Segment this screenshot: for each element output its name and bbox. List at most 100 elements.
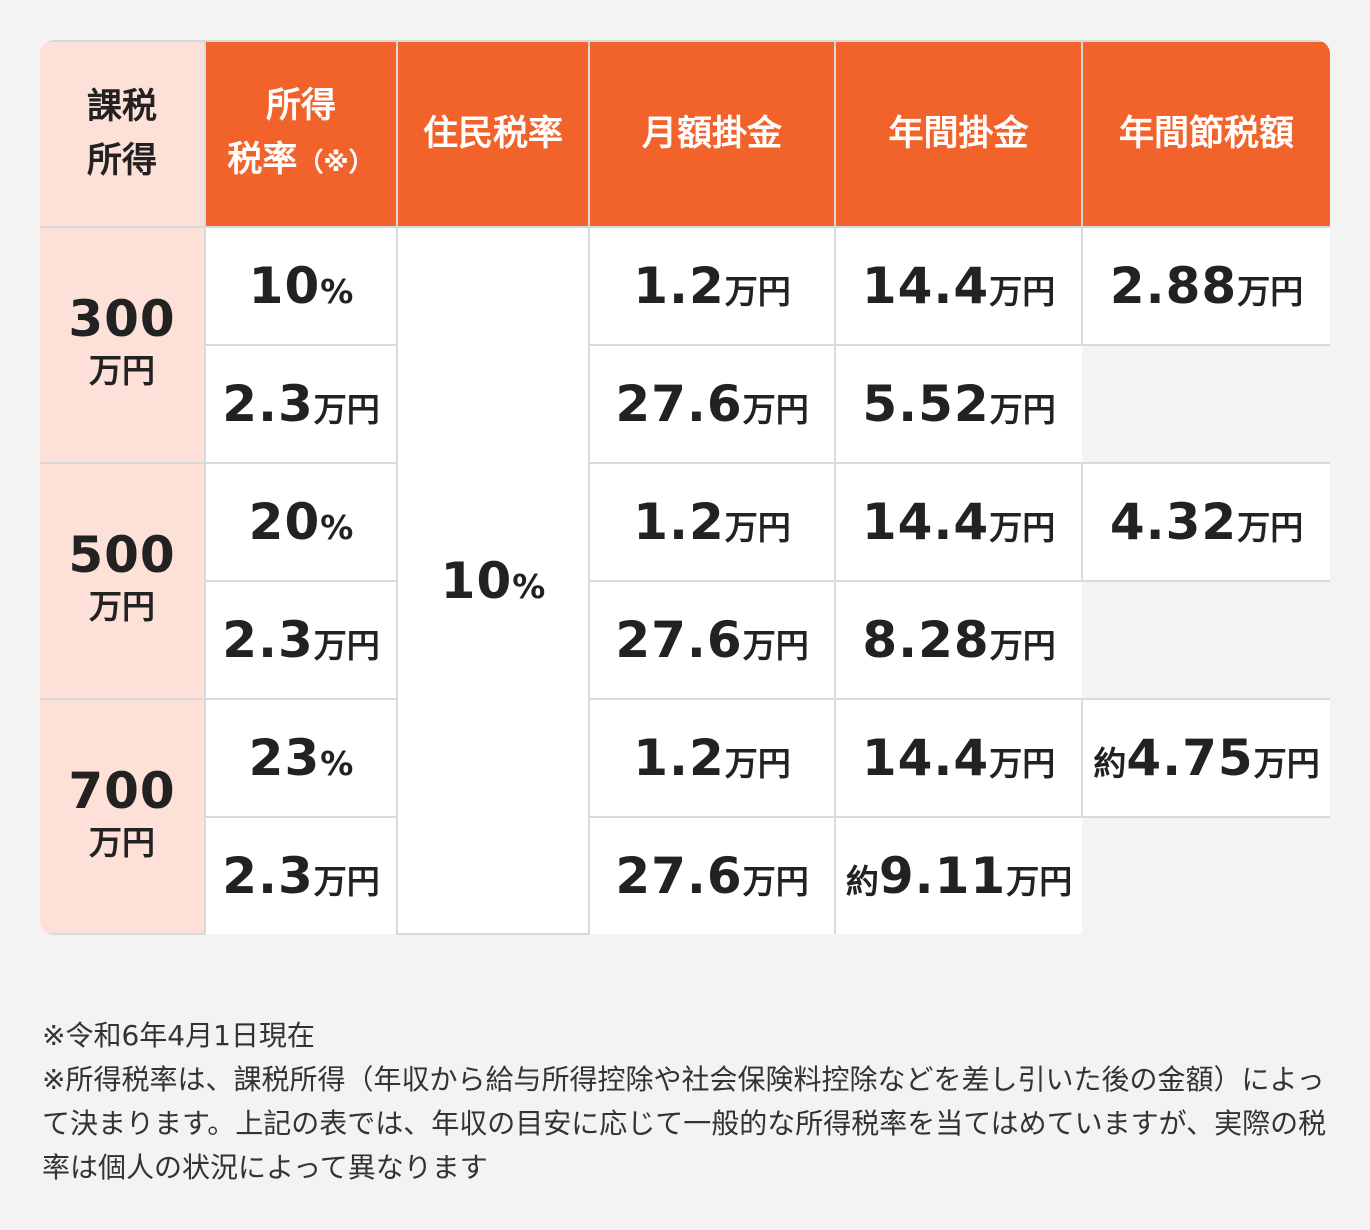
notes: ※令和6年4月1日現在 ※所得税率は、課税所得（年収から給与所得控除や社会保険料控… — [42, 1014, 1337, 1190]
number: 4.32 — [1109, 493, 1238, 551]
value-cell: 約9.11万円 — [834, 816, 1082, 934]
number: 14.4 — [861, 257, 990, 315]
income-unit: 万円 — [89, 351, 155, 390]
number: 14.4 — [861, 493, 990, 551]
number: 1.2 — [633, 729, 725, 787]
number: 2.3 — [222, 611, 314, 669]
unit: 万円 — [724, 508, 791, 547]
income-unit: 万円 — [89, 822, 155, 862]
number: 2.88 — [1109, 257, 1238, 315]
value-cell: 1.2万円 — [588, 226, 836, 346]
unit: % — [320, 272, 354, 311]
header-text: 年間掛金 — [888, 114, 1029, 154]
number: 1.2 — [633, 257, 725, 315]
number: 2.3 — [222, 847, 314, 905]
number: 1.2 — [633, 493, 725, 551]
unit: 万円 — [313, 862, 380, 901]
note: ※令和6年4月1日現在 — [42, 1019, 315, 1052]
table-container: 課税 所得 所得 税率（※） 住民税率 月額掛金 年間掛金 年間節税額 300 万円 10% 10% 1… — [40, 40, 1330, 935]
header-cell: 所得税率（※） — [204, 40, 398, 228]
value-cell: 4.32万円 — [1081, 462, 1330, 582]
value-cell: 2.3万円 — [204, 580, 398, 700]
header-text: 所得 — [265, 85, 336, 126]
unit: 万円 — [742, 862, 809, 901]
value-cell: 20% — [204, 462, 398, 582]
note: ※所得税率は、課税所得（年収から給与所得控除や社会保険料控除などを差し引いた後の… — [42, 1063, 1327, 1184]
unit: 万円 — [989, 390, 1056, 429]
value-cell: 27.6万円 — [588, 580, 836, 700]
number: 10 — [440, 551, 513, 610]
value-cell: 5.52万円 — [834, 344, 1082, 464]
value-cell: 14.4万円 — [834, 698, 1083, 818]
header-cell: 住民税率 — [396, 40, 590, 228]
tax-table: 課税 所得 所得 税率（※） 住民税率 月額掛金 年間掛金 年間節税額 300 万円 10% 10% 1… — [40, 40, 1330, 935]
value-cell: 2.3万円 — [204, 344, 398, 464]
unit: 万円 — [989, 744, 1056, 783]
unit: % — [320, 508, 354, 547]
header-text: 課税 — [86, 87, 157, 127]
prefix: 約 — [1093, 744, 1127, 783]
value-cell: 23% — [204, 698, 398, 818]
income-cell: 700 万円 — [40, 698, 206, 935]
number: 27.6 — [615, 375, 743, 433]
value-cell: 27.6万円 — [588, 816, 836, 934]
number: 27.6 — [615, 611, 743, 669]
number: 10 — [248, 257, 321, 315]
header-cell: 年間節税額 — [1081, 40, 1330, 228]
value-cell: 27.6万円 — [588, 344, 836, 464]
body-row: 700 万円 23% 1.2万円 14.4万円 約4.75万円 — [40, 698, 1330, 935]
body-row: 2.3万円 27.6万円 5.52万円 — [40, 344, 1330, 464]
number: 8.28 — [862, 611, 990, 669]
unit: 万円 — [724, 272, 791, 311]
unit: 万円 — [742, 626, 809, 665]
value-cell: 2.88万円 — [1081, 226, 1330, 346]
unit: 万円 — [1253, 744, 1320, 783]
income-unit: 万円 — [89, 587, 155, 626]
number: 20 — [248, 493, 321, 551]
body-row: 500 万円 20% 1.2万円 14.4万円 4.32万円 — [40, 462, 1330, 700]
header-note: （※） — [297, 147, 375, 178]
header-cell: 課税 所得 — [40, 40, 206, 228]
value-cell: 約4.75万円 — [1081, 698, 1330, 818]
value-cell: 2.3万円 — [204, 816, 398, 934]
unit: 万円 — [313, 390, 380, 429]
unit: 万円 — [1006, 862, 1073, 901]
unit: 万円 — [724, 744, 791, 783]
unit: % — [320, 744, 354, 783]
value-cell: 1.2万円 — [588, 462, 836, 582]
income-cell: 500 万円 — [40, 462, 206, 700]
value-cell: 14.4万円 — [834, 462, 1083, 582]
header-text: 住民税率 — [422, 114, 563, 154]
header-row: 課税 所得 所得 税率（※） 住民税率 月額掛金 年間掛金 年間節税額 — [40, 40, 1330, 228]
income-number: 700 — [68, 761, 176, 820]
header-cell: 月額掛金 — [588, 40, 836, 228]
unit: % — [512, 566, 546, 606]
unit: 万円 — [989, 508, 1056, 547]
number: 4.75 — [1126, 729, 1254, 787]
unit: 万円 — [989, 272, 1056, 311]
number: 5.52 — [862, 375, 990, 433]
unit: 万円 — [313, 626, 380, 665]
value-cell: 14.4万円 — [834, 226, 1083, 346]
header-text: 月額掛金 — [641, 114, 782, 154]
header-cell: 年間掛金 — [834, 40, 1083, 228]
income-number: 500 — [68, 526, 176, 584]
unit: 万円 — [1237, 272, 1304, 311]
number: 2.3 — [222, 375, 314, 433]
number: 9.11 — [878, 847, 1007, 905]
number: 23 — [248, 729, 321, 787]
value-cell: 1.2万円 — [588, 698, 836, 818]
header-text: 税率 — [227, 139, 298, 180]
income-cell: 300 万円 — [40, 226, 206, 464]
header-text: 所得 — [86, 141, 157, 181]
header-text: 年間節税額 — [1118, 114, 1294, 154]
unit: 万円 — [989, 626, 1056, 665]
body-row: 2.3万円 27.6万円 約9.11万円 — [40, 816, 1330, 934]
unit: 万円 — [742, 390, 809, 429]
number: 14.4 — [861, 729, 990, 787]
value-cell: 8.28万円 — [834, 580, 1082, 700]
body-row: 300 万円 10% 10% 1.2万円 14.4万円 2.88万円 — [40, 226, 1330, 935]
number: 27.6 — [615, 847, 743, 905]
income-number: 300 — [68, 290, 176, 348]
